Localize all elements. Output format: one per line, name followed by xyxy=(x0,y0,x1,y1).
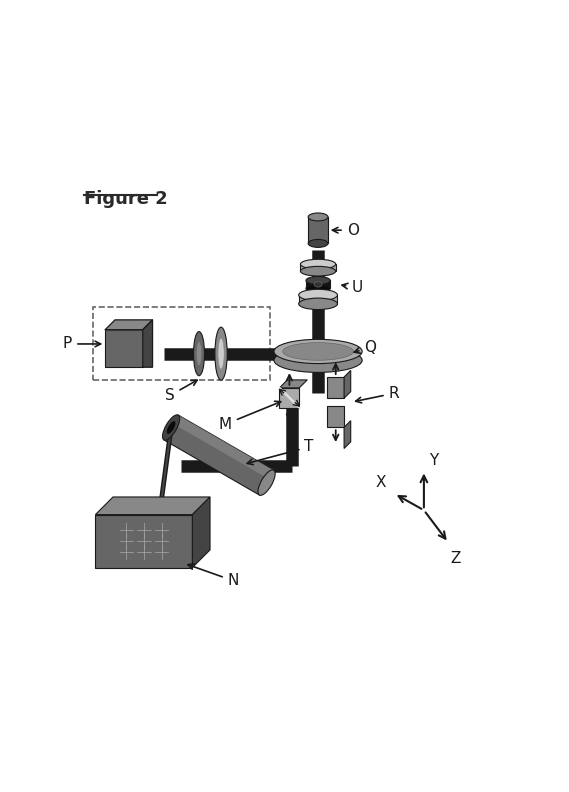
Ellipse shape xyxy=(283,343,353,360)
Text: Z: Z xyxy=(451,550,461,565)
Text: T: T xyxy=(247,440,314,465)
Ellipse shape xyxy=(308,213,328,221)
Ellipse shape xyxy=(215,327,227,380)
Polygon shape xyxy=(96,497,210,515)
FancyBboxPatch shape xyxy=(96,515,192,568)
FancyBboxPatch shape xyxy=(306,280,330,288)
Ellipse shape xyxy=(299,298,337,310)
Text: M: M xyxy=(219,402,281,432)
Text: R: R xyxy=(356,386,399,403)
Polygon shape xyxy=(279,388,299,408)
Ellipse shape xyxy=(314,282,322,287)
Polygon shape xyxy=(279,380,307,388)
Ellipse shape xyxy=(299,289,337,301)
Ellipse shape xyxy=(196,341,201,366)
Ellipse shape xyxy=(163,415,180,440)
Ellipse shape xyxy=(218,338,224,369)
Ellipse shape xyxy=(300,266,336,276)
Text: U: U xyxy=(342,280,362,295)
Text: P: P xyxy=(63,337,101,352)
Polygon shape xyxy=(192,497,210,568)
FancyBboxPatch shape xyxy=(300,265,336,271)
FancyBboxPatch shape xyxy=(105,329,143,367)
Polygon shape xyxy=(344,421,351,448)
Polygon shape xyxy=(344,371,351,398)
FancyBboxPatch shape xyxy=(327,377,344,398)
Ellipse shape xyxy=(300,259,336,269)
Text: X: X xyxy=(376,475,386,490)
Text: N: N xyxy=(188,564,239,588)
FancyBboxPatch shape xyxy=(327,406,344,428)
Polygon shape xyxy=(143,320,152,367)
Ellipse shape xyxy=(306,284,330,292)
Text: Y: Y xyxy=(429,453,439,468)
Polygon shape xyxy=(164,415,274,495)
FancyBboxPatch shape xyxy=(308,217,328,243)
Ellipse shape xyxy=(274,348,362,372)
Polygon shape xyxy=(174,415,274,479)
Text: S: S xyxy=(165,380,197,403)
Polygon shape xyxy=(105,320,152,329)
Text: O: O xyxy=(332,223,358,238)
Ellipse shape xyxy=(167,421,175,434)
Text: Figure 2: Figure 2 xyxy=(84,191,168,208)
Ellipse shape xyxy=(306,276,330,284)
FancyBboxPatch shape xyxy=(299,295,337,304)
Ellipse shape xyxy=(274,339,362,364)
Text: Q: Q xyxy=(354,340,376,355)
Ellipse shape xyxy=(258,470,275,495)
Ellipse shape xyxy=(308,239,328,247)
Ellipse shape xyxy=(193,332,204,375)
